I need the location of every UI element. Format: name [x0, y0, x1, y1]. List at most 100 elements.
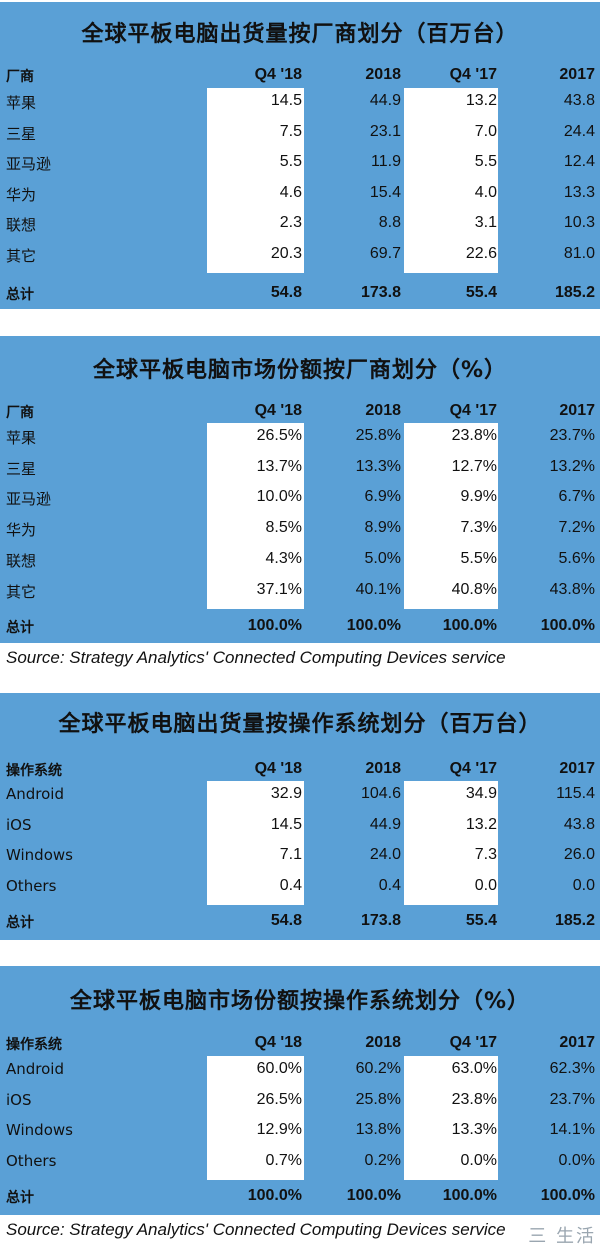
cell-2017: 2017 [559, 1034, 595, 1051]
cell-2017: 43.8 [563, 92, 595, 109]
row-label: 苹果 [6, 94, 37, 112]
cell-q4-18: 37.1% [256, 580, 302, 598]
row-label: 联想 [6, 216, 37, 234]
source-note: Source: Strategy Analytics' Connected Co… [6, 1220, 506, 1239]
row-label: 亚马逊 [6, 490, 52, 509]
cell-2017: 13.3 [563, 183, 595, 201]
row-label: 总计 [6, 620, 34, 636]
row-label: 总计 [6, 287, 34, 303]
cell-q4-17: 0.0% [460, 1151, 497, 1169]
cell-q4-18: 26.5% [256, 427, 302, 444]
cell-q4-18: 54.8 [270, 912, 302, 929]
row-label: iOS [6, 815, 32, 834]
cell-2017: 23.7% [549, 1090, 595, 1108]
cell-2018: 0.2% [364, 1151, 401, 1169]
row-label: 总计 [6, 1190, 34, 1206]
cell-2017: 10.3 [563, 214, 595, 231]
cell-q4-17: 7.0 [474, 122, 497, 140]
cell-q4-18: 10.0% [256, 488, 302, 506]
cell-2018: 44.9 [369, 815, 401, 833]
cell-2018: 25.8% [355, 427, 401, 444]
cell-q4-18: 0.7% [265, 1151, 302, 1169]
cell-2017: 43.8% [549, 580, 595, 598]
row-label: 亚马逊 [6, 155, 52, 173]
table-title: 全球平板电脑出货量按操作系统划分（百万台） [58, 712, 542, 737]
cell-2018: 60.2% [355, 1060, 401, 1077]
cell-q4-17: 100.0% [442, 617, 497, 634]
cell-q4-17: 3.1 [474, 214, 497, 231]
data-column-bg [404, 781, 498, 905]
cell-q4-17: 5.5 [474, 153, 497, 170]
row-label: Others [6, 1151, 57, 1170]
cell-2017: 2017 [559, 402, 595, 419]
cell-2018: 23.1 [369, 122, 401, 140]
cell-q4-17: 5.5% [460, 549, 497, 567]
row-label: 苹果 [6, 429, 37, 447]
cell-2017: 23.7% [549, 427, 595, 444]
row-label: 三星 [6, 459, 37, 478]
cell-q4-17: Q4 '17 [449, 1034, 497, 1051]
cell-q4-18: 4.6 [279, 183, 302, 201]
cell-2017: 2017 [559, 760, 595, 777]
cell-2018: 8.9% [364, 519, 401, 537]
cell-2018: 5.0% [364, 549, 401, 567]
data-column-bg [207, 1056, 304, 1180]
cell-q4-18: 4.3% [265, 549, 302, 567]
cell-q4-18: 20.3 [270, 244, 302, 262]
cell-2018: 173.8 [360, 912, 401, 929]
cell-q4-17: 4.0 [474, 183, 497, 201]
cell-q4-17: 9.9% [460, 488, 497, 506]
row-label: 华为 [6, 521, 37, 540]
cell-2017: 185.2 [554, 284, 595, 301]
cell-q4-17: 13.2 [465, 92, 497, 109]
cell-2018: 104.6 [360, 785, 401, 802]
cell-2017: 12.4 [563, 153, 595, 170]
cell-q4-18: 14.5 [270, 815, 302, 833]
data-column-bg [207, 88, 304, 273]
row-label: Android [6, 1060, 64, 1078]
cell-2017: 5.6% [558, 549, 595, 567]
cell-2018: 11.9 [371, 153, 401, 170]
cell-2018: 69.7 [369, 244, 401, 262]
watermark: 三 生活 [528, 1226, 596, 1247]
cell-q4-18: 14.5 [270, 92, 302, 109]
cell-q4-17: 55.4 [465, 912, 497, 929]
cell-q4-17: 7.3% [460, 519, 497, 537]
cell-q4-18: Q4 '18 [254, 1034, 302, 1051]
row-label: 华为 [6, 185, 37, 204]
cell-q4-17: Q4 '17 [449, 760, 497, 777]
cell-q4-18: 2.3 [279, 214, 302, 231]
cell-2018: 25.8% [355, 1090, 401, 1108]
cell-q4-17: 22.6 [465, 244, 497, 262]
row-label: 三星 [6, 124, 37, 143]
cell-2018: 15.4 [369, 183, 401, 201]
cell-2018: 44.9 [369, 92, 401, 109]
cell-q4-17: 100.0% [442, 1187, 497, 1204]
cell-q4-17: 13.2 [465, 815, 497, 833]
cell-q4-17: 7.3 [474, 846, 497, 863]
cell-2018: 2018 [365, 402, 401, 419]
cell-q4-17: 23.8% [451, 427, 497, 444]
row-label: Others [6, 876, 57, 895]
cell-q4-18: 12.9% [256, 1121, 302, 1138]
cell-q4-18: 5.5 [279, 153, 302, 170]
cell-q4-17: 34.9 [465, 785, 497, 802]
cell-2017: 7.2% [558, 519, 595, 537]
data-column-bg [207, 423, 304, 610]
table-title: 全球平板电脑市场份额按操作系统划分（%） [69, 989, 531, 1014]
cell-2017: 6.7% [558, 488, 595, 506]
cell-2018: 6.9% [364, 488, 401, 506]
cell-2017: 0.0% [558, 1151, 595, 1169]
cell-2018: 100.0% [346, 617, 401, 634]
cell-2017: 115.4 [556, 785, 595, 802]
cell-2017: 14.1% [549, 1121, 595, 1138]
cell-q4-18: 32.9 [270, 785, 302, 802]
cell-2017: 62.3% [549, 1060, 595, 1077]
cell-q4-17: Q4 '17 [449, 66, 497, 83]
cell-q4-18: Q4 '18 [254, 760, 302, 777]
cell-q4-18: 7.5 [279, 122, 302, 140]
row-label: 其它 [6, 246, 37, 265]
data-column-bg [207, 781, 304, 905]
row-label: 其它 [6, 582, 37, 601]
cell-q4-17: 12.7% [451, 457, 497, 475]
